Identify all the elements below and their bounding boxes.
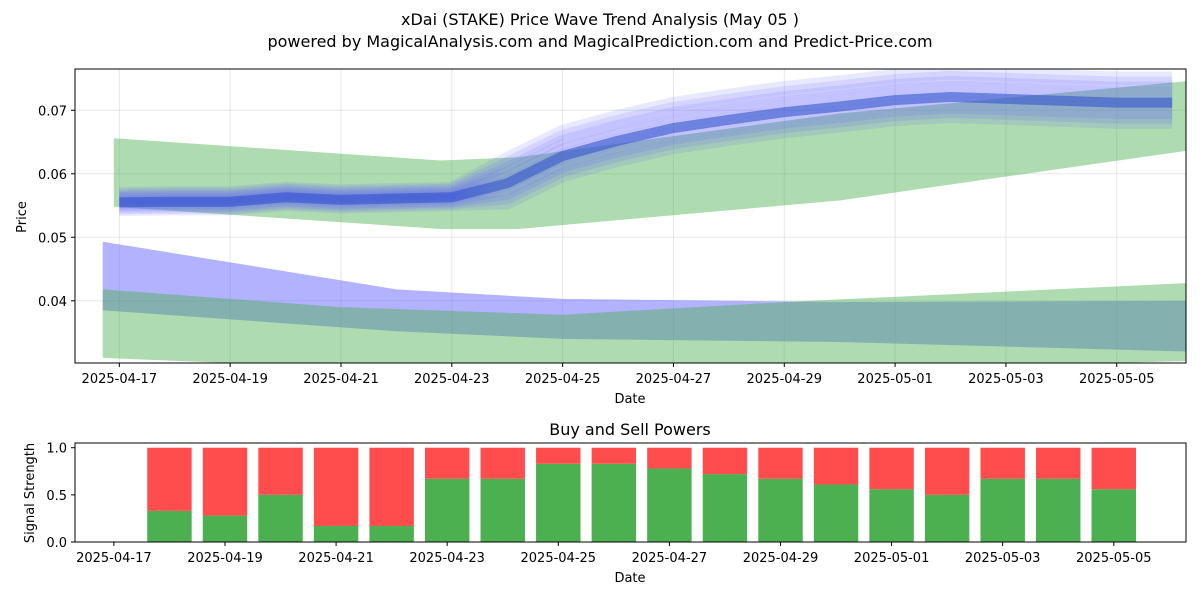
signal-x-tick-label: 2025-05-03 xyxy=(965,551,1041,566)
sell-power-bar xyxy=(536,447,581,464)
signal-x-tick-label: 2025-04-23 xyxy=(409,551,485,566)
main-x-tick-label: 2025-05-01 xyxy=(857,372,933,387)
signal-x-tick-label: 2025-04-19 xyxy=(187,551,263,566)
main-y-axis-label: Price xyxy=(15,201,30,233)
main-plot-area xyxy=(102,69,1186,363)
signal-chart-title: Buy and Sell Powers xyxy=(549,420,711,439)
main-x-tick-label: 2025-04-17 xyxy=(82,372,158,387)
sell-power-bar xyxy=(313,447,359,526)
main-y-tick-label: 0.05 xyxy=(38,231,67,246)
signal-x-tick-label: 2025-05-01 xyxy=(854,551,930,566)
sell-power-bar xyxy=(202,447,248,516)
sell-power-bar xyxy=(813,447,859,485)
signal-x-tick-label: 2025-04-27 xyxy=(632,551,708,566)
buy-power-bar xyxy=(924,494,970,542)
buy-power-bar xyxy=(424,478,470,542)
signal-x-tick-label: 2025-05-05 xyxy=(1076,551,1152,566)
signal-axes-frame xyxy=(74,442,1187,543)
signal-y-tick-label: 0.0 xyxy=(46,536,67,551)
signal-y-tick-label: 1.0 xyxy=(46,442,67,457)
sell-power-bar xyxy=(924,447,970,495)
signal-x-axis-label: Date xyxy=(614,571,645,586)
main-y-tick-label: 0.06 xyxy=(38,168,67,183)
buy-power-bar xyxy=(202,515,248,542)
main-axes-frame xyxy=(74,68,1187,364)
signal-y-tick-label: 0.5 xyxy=(46,489,67,504)
price-line xyxy=(119,91,1173,208)
signal-plot: 2025-04-17 2025-04-19 2025-04-21 2025-04-23… xyxy=(46,442,1187,566)
signal-x-tick-label: 2025-04-17 xyxy=(76,551,152,566)
wave-band-blue-lower xyxy=(102,241,1186,352)
prediction-wave-line xyxy=(119,70,1173,203)
sell-power-bar xyxy=(1091,447,1137,490)
main-chart-title: xDai (STAKE) Price Wave Trend Analysis (… xyxy=(401,10,799,29)
main-y-tick-label: 0.07 xyxy=(38,104,67,119)
main-x-tick-label: 2025-05-05 xyxy=(1079,372,1155,387)
sell-power-bar xyxy=(147,447,192,511)
buy-power-bar xyxy=(591,463,637,542)
main-x-tick-label: 2025-04-19 xyxy=(192,372,268,387)
sell-power-bar xyxy=(1036,447,1081,479)
signal-y-axis-label: Signal Strength xyxy=(23,443,38,543)
wave-band-green-lower xyxy=(102,283,1186,363)
buy-power-bar xyxy=(1091,489,1137,542)
buy-power-bar xyxy=(369,525,414,542)
buy-power-bar xyxy=(758,478,803,542)
sell-power-bar xyxy=(258,447,303,495)
buy-power-bar xyxy=(313,525,359,542)
sell-power-bar xyxy=(424,447,470,479)
sell-power-bar xyxy=(647,447,692,469)
sell-power-bar xyxy=(702,447,748,475)
sell-power-bar xyxy=(369,447,414,526)
buy-power-bar xyxy=(647,468,692,542)
buy-power-bar xyxy=(258,494,303,542)
prediction-wave-line xyxy=(119,69,1173,201)
buy-power-bar xyxy=(980,478,1025,542)
main-y-tick-label: 0.04 xyxy=(38,295,67,310)
sell-power-bar xyxy=(480,447,525,479)
buy-power-bar xyxy=(702,474,748,542)
buy-power-bar xyxy=(1036,478,1081,542)
main-x-tick-label: 2025-04-25 xyxy=(525,372,601,387)
main-x-tick-label: 2025-04-29 xyxy=(746,372,822,387)
main-chart-subtitle: powered by MagicalAnalysis.com and Magic… xyxy=(267,32,932,51)
price-plot: 2025-04-17 2025-04-19 2025-04-21 2025-04-23… xyxy=(38,68,1187,387)
main-x-tick-label: 2025-04-21 xyxy=(303,372,379,387)
buy-power-bar xyxy=(536,463,581,542)
main-x-tick-label: 2025-05-03 xyxy=(968,372,1044,387)
sell-power-bar xyxy=(869,447,914,490)
signal-x-tick-label: 2025-04-21 xyxy=(298,551,374,566)
wave-band-green-upper xyxy=(113,81,1186,230)
buy-power-bar xyxy=(147,510,192,542)
prediction-wave-line xyxy=(119,108,1173,217)
sell-power-bar xyxy=(591,447,637,464)
sell-power-bar xyxy=(758,447,803,479)
signal-x-tick-label: 2025-04-29 xyxy=(743,551,819,566)
main-x-tick-label: 2025-04-27 xyxy=(636,372,712,387)
main-x-tick-label: 2025-04-23 xyxy=(414,372,490,387)
signal-x-tick-label: 2025-04-25 xyxy=(521,551,597,566)
sell-power-bar xyxy=(980,447,1025,479)
main-x-axis-label: Date xyxy=(614,392,645,407)
buy-power-bar xyxy=(869,489,914,542)
buy-power-bar xyxy=(480,478,525,542)
buy-power-bar xyxy=(813,484,859,542)
